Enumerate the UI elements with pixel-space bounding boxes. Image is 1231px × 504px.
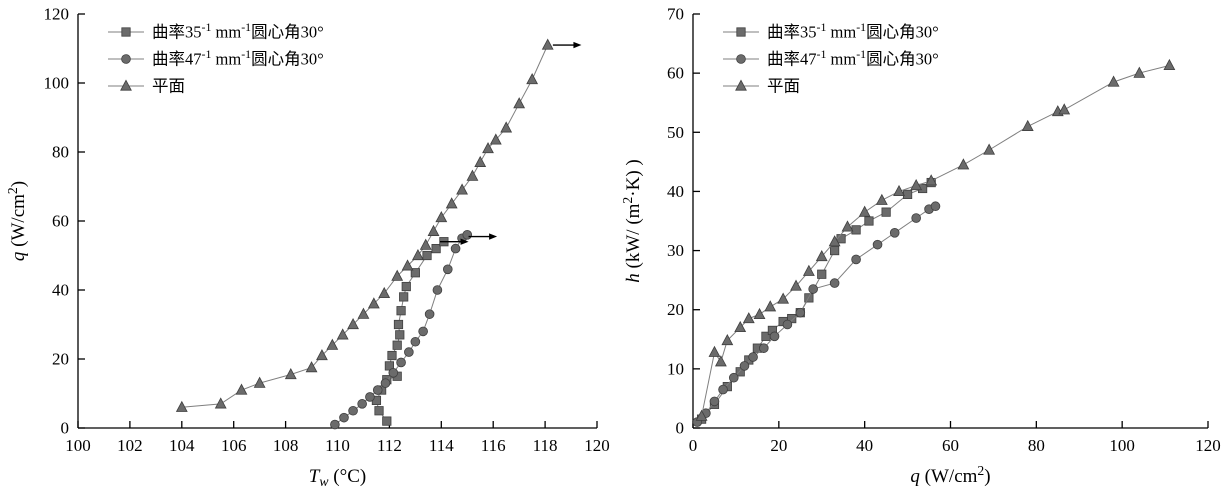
chf-arrow — [468, 233, 498, 240]
tick-marks-and-labels: 100 102 104 106 108 110 112 114 116 118 120 0 20 40 60… — [44, 5, 610, 456]
x-axis-title: Tw (°C) — [309, 466, 366, 489]
svg-text:60: 60 — [667, 64, 684, 83]
svg-text:20: 20 — [52, 350, 69, 369]
right-chart-h-vs-q: 0 20 40 60 80 100 120 0 10 20 30 40 50 60 70 q (W/cm2) h… — [620, 5, 1221, 488]
y-axis-title: h (kW/ (m2·K) ) — [620, 159, 644, 282]
series-curvature-35mm-30deg — [696, 177, 936, 424]
svg-text:100: 100 — [44, 74, 70, 93]
svg-text:0: 0 — [61, 419, 70, 438]
svg-text:曲率35-1 mm-1圆心角30°: 曲率35-1 mm-1圆心角30° — [152, 20, 324, 41]
series-curvature-47mm-30deg — [692, 201, 941, 427]
svg-text:80: 80 — [52, 143, 69, 162]
tick-marks-and-labels: 0 20 40 60 80 100 120 0 10 20 30 40 50 60 70 — [667, 5, 1221, 456]
legend-item-circle: 曲率47-1 mm-1圆心角30° — [723, 47, 939, 69]
svg-text:104: 104 — [169, 436, 195, 455]
svg-text:10: 10 — [667, 359, 684, 378]
svg-text:60: 60 — [942, 436, 959, 455]
svg-text:30: 30 — [667, 241, 684, 260]
y-axis-title: q (W/cm2) — [5, 181, 29, 261]
left-chart-q-vs-Tw: 100 102 104 106 108 110 112 114 116 118 120 0 20 40 60… — [5, 5, 610, 490]
svg-text:0: 0 — [676, 419, 685, 438]
svg-text:100: 100 — [1109, 436, 1135, 455]
svg-text:70: 70 — [667, 5, 684, 24]
svg-text:40: 40 — [667, 182, 684, 201]
svg-text:平面: 平面 — [767, 77, 800, 96]
svg-text:116: 116 — [481, 436, 506, 455]
svg-text:120: 120 — [44, 5, 70, 24]
series-flat-plane — [175, 38, 554, 412]
svg-text:120: 120 — [1195, 436, 1221, 455]
svg-text:20: 20 — [667, 300, 684, 319]
svg-text:100: 100 — [65, 436, 91, 455]
legend-item-triangle: 平面 — [723, 77, 800, 96]
chf-arrow — [440, 238, 469, 245]
svg-text:曲率35-1 mm-1圆心角30°: 曲率35-1 mm-1圆心角30° — [767, 20, 939, 41]
svg-text:106: 106 — [221, 436, 247, 455]
svg-text:102: 102 — [117, 436, 143, 455]
svg-text:114: 114 — [429, 436, 454, 455]
svg-text:118: 118 — [533, 436, 558, 455]
legend-item-circle: 曲率47-1 mm-1圆心角30° — [108, 47, 324, 69]
svg-text:120: 120 — [584, 436, 610, 455]
svg-text:20: 20 — [770, 436, 787, 455]
svg-text:50: 50 — [667, 123, 684, 142]
svg-text:平面: 平面 — [152, 77, 185, 96]
legend-item-triangle: 平面 — [108, 77, 185, 96]
svg-text:112: 112 — [377, 436, 402, 455]
svg-text:108: 108 — [273, 436, 299, 455]
svg-text:40: 40 — [856, 436, 873, 455]
legend: 曲率35-1 mm-1圆心角30° 曲率47-1 mm-1圆心角30° 平面 — [108, 20, 324, 96]
svg-text:0: 0 — [689, 436, 698, 455]
legend-item-square: 曲率35-1 mm-1圆心角30° — [108, 20, 324, 42]
svg-text:40: 40 — [52, 281, 69, 300]
svg-text:曲率47-1 mm-1圆心角30°: 曲率47-1 mm-1圆心角30° — [767, 47, 939, 68]
svg-text:80: 80 — [1028, 436, 1045, 455]
x-axis-title: q (W/cm2) — [910, 463, 990, 487]
svg-text:60: 60 — [52, 212, 69, 231]
series-curvature-47mm-30deg — [330, 229, 473, 430]
legend: 曲率35-1 mm-1圆心角30° 曲率47-1 mm-1圆心角30° 平面 — [723, 20, 939, 96]
legend-item-square: 曲率35-1 mm-1圆心角30° — [723, 20, 939, 42]
chf-arrow — [552, 41, 582, 49]
svg-text:110: 110 — [325, 436, 350, 455]
svg-text:曲率47-1 mm-1圆心角30°: 曲率47-1 mm-1圆心角30° — [152, 47, 324, 68]
series-flat-plane — [695, 58, 1176, 421]
